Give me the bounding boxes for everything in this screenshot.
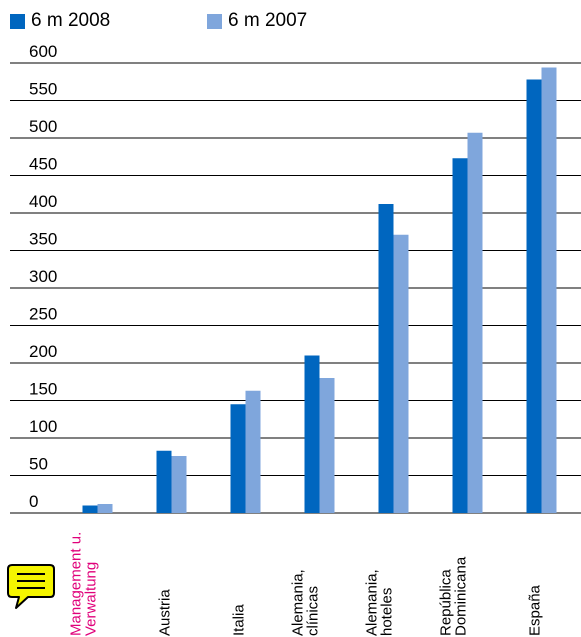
bar-2007 (97, 504, 113, 513)
x-tick-label: Management u. (68, 532, 85, 636)
y-tick-label: 300 (29, 267, 57, 286)
x-tick-label: Verwaltung (83, 562, 100, 636)
bar-2007 (467, 132, 483, 513)
y-tick-label: 550 (29, 80, 57, 99)
legend-item-2007: 6 m 2007 (207, 10, 307, 32)
x-tick-label: Austria (157, 589, 174, 636)
y-tick-label: 500 (29, 117, 57, 136)
x-tick-label: Alemania, (364, 569, 381, 636)
x-tick-label: Italia (231, 604, 248, 636)
x-tick-label: hoteles (379, 588, 396, 636)
legend-item-2008: 6 m 2008 (10, 10, 110, 32)
legend-swatch-2007 (207, 13, 222, 29)
x-tick-label: España (527, 584, 544, 636)
bar-2007 (171, 456, 187, 513)
x-tick-label: Dominicana (453, 556, 470, 636)
x-tick-label: República (438, 569, 455, 636)
bar-2008 (452, 158, 468, 513)
chart-legend: 6 m 2008 6 m 2007 (10, 10, 410, 36)
y-tick-label: 350 (29, 230, 57, 249)
legend-swatch-2008 (10, 13, 25, 29)
bar-2007 (319, 378, 335, 513)
bar-2007 (541, 67, 557, 513)
y-tick-label: 450 (29, 155, 57, 174)
y-tick-label: 150 (29, 380, 57, 399)
bar-2008 (304, 355, 320, 513)
bar-2008 (526, 79, 542, 513)
legend-label-2007: 6 m 2007 (228, 10, 308, 31)
y-tick-label: 100 (29, 417, 57, 436)
y-tick-label: 0 (29, 492, 38, 511)
x-tick-label: clínicas (305, 586, 322, 636)
bar-2007 (245, 390, 261, 513)
legend-label-2008: 6 m 2008 (31, 10, 111, 31)
y-tick-label: 250 (29, 305, 57, 324)
bar-2008 (378, 204, 394, 513)
bar-2007 (393, 234, 409, 513)
bar-2008 (82, 505, 98, 513)
bar-2008 (156, 450, 172, 513)
y-tick-label: 400 (29, 192, 57, 211)
x-tick-label: Alemania, (290, 569, 307, 636)
y-tick-label: 200 (29, 342, 57, 361)
bar-2008 (230, 404, 246, 513)
y-tick-label: 50 (29, 455, 48, 474)
comment-bubble (7, 564, 55, 609)
comment-icon[interactable] (6, 563, 56, 611)
y-tick-label: 600 (29, 42, 57, 61)
